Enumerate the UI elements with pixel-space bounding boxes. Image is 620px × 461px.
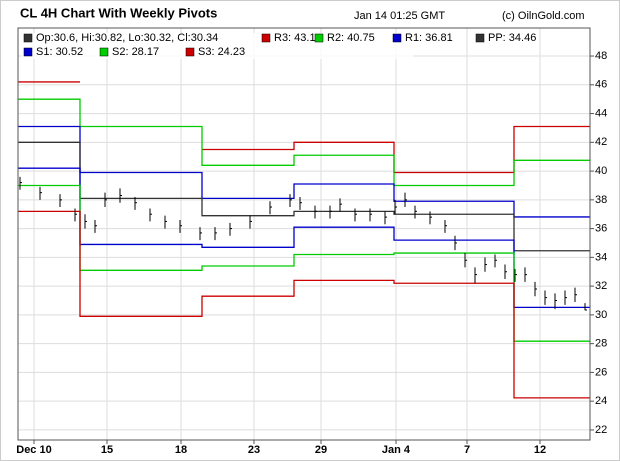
- plot: [18, 81, 590, 399]
- pivot-line: [18, 210, 590, 399]
- legend-swatch: [23, 47, 33, 57]
- y-tick-label: 24: [595, 395, 607, 407]
- legend-swatch: [475, 33, 485, 43]
- y-tick-label: 44: [595, 107, 607, 119]
- credit: (c) OilnGold.com: [502, 10, 585, 22]
- timestamp: Jan 14 01:25 GMT: [354, 10, 445, 22]
- legend-label: R2: 40.75: [327, 32, 375, 44]
- legend-swatch: [314, 33, 324, 43]
- x-tick-label: Jan 4: [382, 444, 411, 456]
- y-tick-label: 46: [595, 79, 607, 91]
- y-tick-label: 42: [595, 136, 607, 148]
- chart-title: CL 4H Chart With Weekly Pivots: [20, 5, 217, 20]
- legend-swatch: [23, 33, 33, 43]
- x-tick-label: 18: [175, 444, 187, 456]
- x-tick-label: 12: [534, 444, 546, 456]
- y-tick-label: 28: [595, 338, 607, 350]
- x-tick-label: 15: [101, 444, 113, 456]
- legend-swatch: [261, 33, 271, 43]
- x-tick-label: 7: [464, 444, 470, 456]
- x-tick-label: 23: [248, 444, 260, 456]
- y-tick-label: 34: [595, 251, 607, 263]
- x-tick-label: 29: [315, 444, 327, 456]
- x-tick-label: Dec 10: [16, 444, 51, 456]
- plot-frame: [17, 27, 591, 441]
- y-tick-label: 30: [595, 309, 607, 321]
- legend-label: R1: 36.81: [405, 32, 453, 44]
- y-tick-label: 48: [595, 50, 607, 62]
- legend-label: S2: 28.17: [112, 46, 159, 58]
- y-tick-label: 22: [595, 424, 607, 436]
- y-tick-label: 38: [595, 194, 607, 206]
- legend-label: Op:30.6, Hi:30.82, Lo:30.32, Cl:30.34: [36, 32, 218, 44]
- legend-swatch: [392, 33, 402, 43]
- pivot-line: [18, 98, 590, 187]
- legend-label: S1: 30.52: [36, 46, 83, 58]
- legend-label: R3: 43.1: [274, 32, 316, 44]
- y-tick-label: 32: [595, 280, 607, 292]
- y-tick-label: 26: [595, 366, 607, 378]
- legend-swatch: [185, 47, 195, 57]
- legend-label: S3: 24.23: [198, 46, 245, 58]
- legend-swatch: [99, 47, 109, 57]
- legend-box: [21, 33, 413, 59]
- y-tick-label: 40: [595, 165, 607, 177]
- legend-label: PP: 34.46: [488, 32, 536, 44]
- legend: Op:30.6, Hi:30.82, Lo:30.32, Cl:30.34 R3:…: [21, 32, 536, 59]
- y-tick-label: 36: [595, 223, 607, 235]
